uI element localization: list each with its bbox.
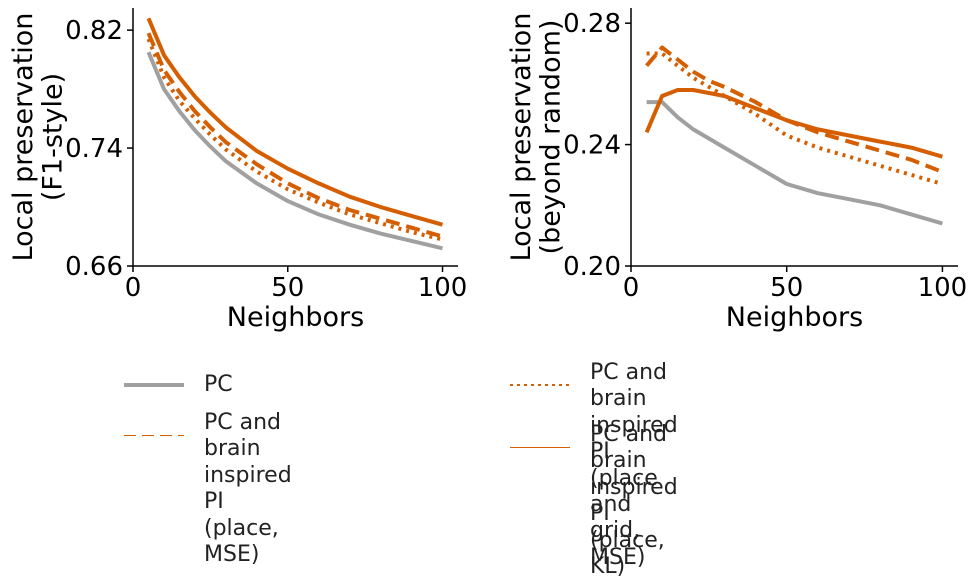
y-axis-label-line: (F1-style): [38, 73, 69, 201]
chart-right: 0.20 0.24 0.28 0 50 100 Neighbors Local preserv…: [506, 8, 967, 333]
legend-swatch-place-mse: [124, 435, 184, 436]
y-tick-label: 0.20: [563, 252, 621, 282]
series-line-2: [146, 38, 443, 242]
legend-item-place-kl: PC and brain inspired PI (place, KL): [510, 422, 678, 580]
y-tick-label: 0.66: [65, 252, 123, 282]
y-axis-label-line: Local preservation: [8, 13, 39, 262]
y-axis-label: Local preservation(beyond random): [506, 13, 567, 262]
x-tick-label: 0: [125, 273, 142, 303]
y-tick-label: 0.74: [65, 134, 123, 164]
y-tick-label: 0.24: [563, 131, 621, 161]
y-axis-label: Local preservation(F1-style): [8, 13, 69, 262]
series-line-3: [146, 17, 444, 227]
legend-swatch-place-grid-mse: [510, 384, 570, 386]
x-tick-label: 50: [770, 273, 803, 303]
legend-swatch-pc: [124, 383, 184, 387]
legend-item-place-mse: PC and brain inspired PI (place, MSE): [124, 410, 292, 568]
x-tick-label: 100: [918, 273, 968, 303]
y-axis-label-line: Local preservation: [506, 13, 537, 262]
chart-left: 0.66 0.74 0.82 0 50 100 Neighbors Local preserv…: [8, 8, 467, 333]
y-tick-label: 0.82: [65, 16, 123, 46]
legend-swatch-place-kl: [510, 447, 570, 448]
x-tick-label: 0: [623, 273, 640, 303]
legend-label-pc: PC: [204, 372, 233, 397]
series-line-1: [146, 32, 444, 239]
y-tick-label: 0.28: [563, 9, 621, 39]
x-axis-label: Neighbors: [726, 302, 863, 333]
y-axis-label-line: (beyond random): [536, 20, 567, 255]
series-line-2: [646, 51, 943, 186]
legend-label-place-kl: PC and brain inspired PI (place, KL): [590, 422, 678, 579]
x-tick-label: 50: [271, 273, 304, 303]
series-line-0: [146, 51, 443, 251]
figure: 0.66 0.74 0.82 0 50 100 Neighbors Local preserv…: [8, 8, 967, 333]
series-line-1: [645, 45, 944, 174]
x-axis-label: Neighbors: [227, 302, 364, 333]
x-tick-label: 100: [418, 273, 468, 303]
series-line-0: [646, 100, 943, 226]
legend-item-pc: PC: [124, 372, 233, 398]
series-line-3: [644, 88, 943, 159]
legend-label-place-mse: PC and brain inspired PI (place, MSE): [204, 410, 292, 567]
